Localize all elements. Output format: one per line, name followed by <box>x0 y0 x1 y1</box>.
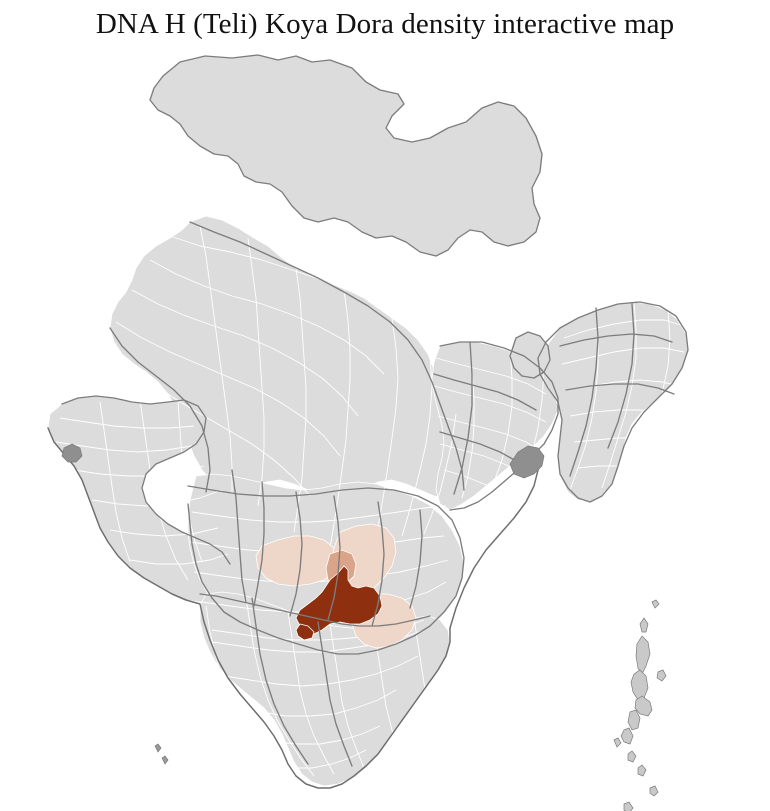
map-layer-state-borders <box>62 55 688 766</box>
region-eastern-maharashtra[interactable] <box>256 536 338 586</box>
map-layer-highlight[interactable] <box>256 524 416 648</box>
page-title: DNA H (Teli) Koya Dora density interacti… <box>95 8 675 40</box>
region-telangana-tail[interactable] <box>296 624 314 640</box>
map-layer-coastline <box>48 428 540 788</box>
map-canvas[interactable] <box>0 46 770 811</box>
india-choropleth-map[interactable] <box>0 46 770 811</box>
map-layer-delta <box>62 444 544 478</box>
map-layer-islands <box>155 600 666 811</box>
region-telangana-core-high[interactable] <box>296 566 382 634</box>
